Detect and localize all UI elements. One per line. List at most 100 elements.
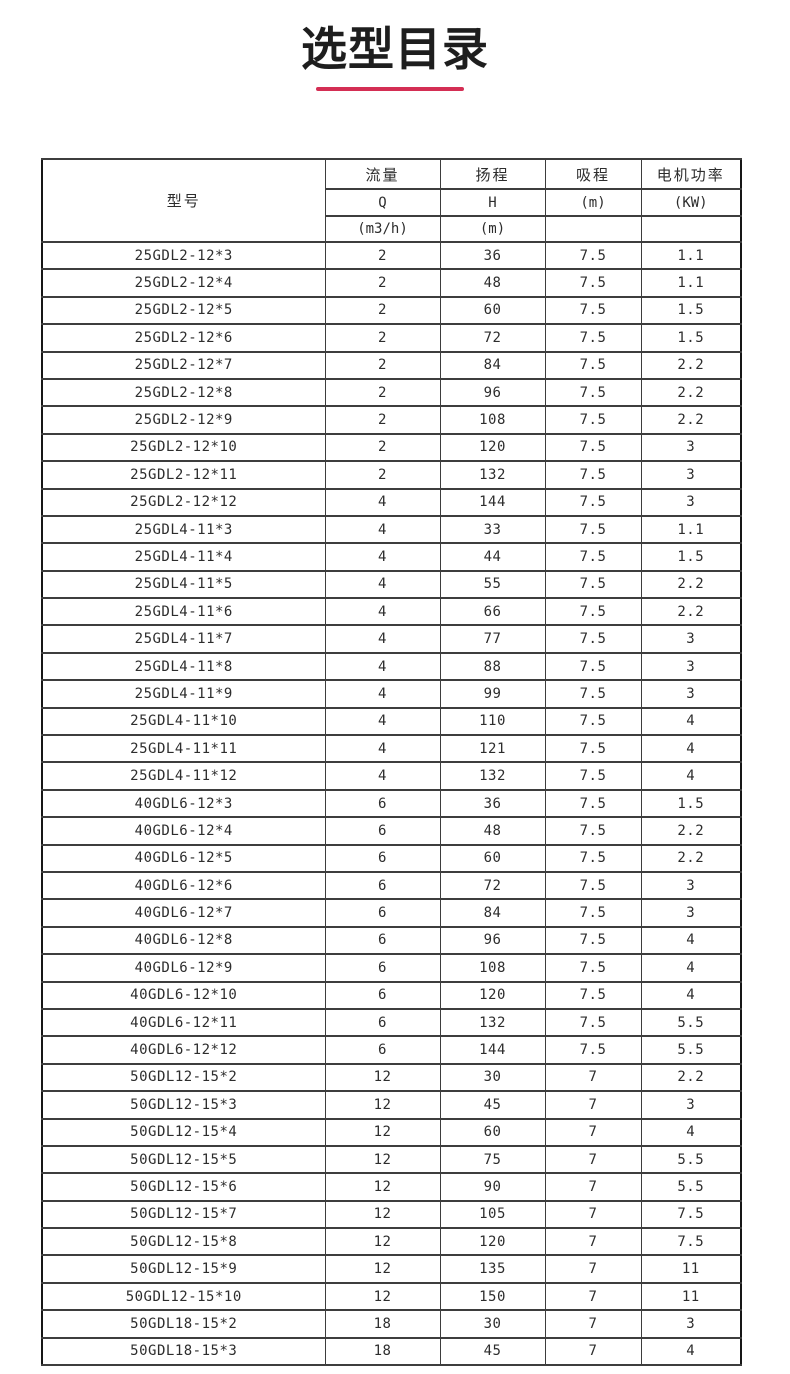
title-underline-rule	[316, 87, 464, 91]
table-row: 25GDL4-11*7 4 77 7.5 3	[41, 624, 742, 654]
cell-power: 5.5	[640, 1035, 742, 1065]
cell-model: 25GDL4-11*11	[41, 734, 326, 764]
head-unit: (m)	[439, 215, 546, 243]
table-row: 40GDL6-12*5 6 60 7.5 2.2	[41, 843, 742, 873]
cell-power: 3	[640, 679, 742, 709]
cell-head: 36	[439, 240, 546, 271]
cell-flow: 4	[324, 624, 441, 654]
cell-power: 2.2	[640, 350, 742, 380]
cell-flow: 6	[324, 1007, 441, 1038]
cell-suction: 7.5	[544, 788, 642, 819]
table-row: 40GDL6-12*3 6 36 7.5 1.5	[41, 788, 742, 819]
table-row: 25GDL2-12*6 2 72 7.5 1.5	[41, 323, 742, 353]
cell-model: 25GDL4-11*8	[41, 651, 326, 682]
cell-flow: 4	[324, 761, 441, 791]
cell-power: 3	[640, 651, 742, 682]
cell-flow: 12	[324, 1117, 441, 1147]
table-row: 25GDL4-11*11 4 121 7.5 4	[41, 734, 742, 764]
cell-head: 108	[439, 953, 546, 983]
cell-head: 72	[439, 870, 546, 901]
cell-head: 144	[439, 1035, 546, 1065]
cell-model: 25GDL2-12*12	[41, 487, 326, 517]
cell-suction: 7.5	[544, 542, 642, 572]
cell-head: 120	[439, 980, 546, 1010]
cell-model: 50GDL12-15*3	[41, 1090, 326, 1120]
cell-model: 25GDL2-12*4	[41, 268, 326, 298]
cell-power: 3	[640, 432, 742, 463]
cell-flow: 18	[324, 1336, 441, 1367]
cell-power: 7.5	[640, 1227, 742, 1257]
cell-flow: 6	[324, 1035, 441, 1065]
cell-flow: 2	[324, 460, 441, 490]
cell-model: 25GDL2-12*8	[41, 377, 326, 408]
table-row: 25GDL2-12*10 2 120 7.5 3	[41, 432, 742, 463]
cell-power: 3	[640, 624, 742, 654]
cell-flow: 2	[324, 377, 441, 408]
cell-power: 4	[640, 1336, 742, 1367]
cell-power: 3	[640, 870, 742, 901]
cell-suction: 7	[544, 1090, 642, 1120]
cell-suction: 7.5	[544, 734, 642, 764]
cell-power: 11	[640, 1281, 742, 1312]
cell-flow: 12	[324, 1172, 441, 1202]
cell-model: 50GDL12-15*10	[41, 1281, 326, 1312]
cell-power: 3	[640, 1090, 742, 1120]
cell-model: 50GDL18-15*2	[41, 1309, 326, 1339]
cell-suction: 7.5	[544, 624, 642, 654]
cell-flow: 12	[324, 1199, 441, 1230]
cell-flow: 2	[324, 350, 441, 380]
table-row: 50GDL12-15*9 12 135 7 11	[41, 1254, 742, 1284]
table-row: 50GDL12-15*6 12 90 7 5.5	[41, 1172, 742, 1202]
cell-head: 108	[439, 405, 546, 435]
table-body: 25GDL2-12*3 2 36 7.5 1.1 25GDL2-12*4 2 4…	[41, 240, 742, 1367]
cell-head: 84	[439, 350, 546, 380]
cell-power: 3	[640, 1309, 742, 1339]
table-row: 25GDL4-11*9 4 99 7.5 3	[41, 679, 742, 709]
cell-model: 40GDL6-12*3	[41, 788, 326, 819]
cell-power: 2.2	[640, 1062, 742, 1093]
cell-power: 2.2	[640, 405, 742, 435]
table-row: 25GDL2-12*7 2 84 7.5 2.2	[41, 350, 742, 380]
cell-head: 72	[439, 323, 546, 353]
power-unit: (KW)	[640, 188, 742, 217]
cell-suction: 7.5	[544, 761, 642, 791]
cell-head: 120	[439, 432, 546, 463]
header-row-names: 型号 流量 扬程 吸程 电机功率	[41, 158, 742, 243]
cell-suction: 7	[544, 1172, 642, 1202]
cell-head: 110	[439, 706, 546, 737]
cell-flow: 4	[324, 679, 441, 709]
cell-power: 1.1	[640, 240, 742, 271]
cell-flow: 2	[324, 323, 441, 353]
table-row: 40GDL6-12*6 6 72 7.5 3	[41, 870, 742, 901]
cell-model: 50GDL12-15*2	[41, 1062, 326, 1093]
cell-head: 132	[439, 1007, 546, 1038]
cell-model: 40GDL6-12*9	[41, 953, 326, 983]
cell-power: 4	[640, 706, 742, 737]
cell-model: 50GDL12-15*8	[41, 1227, 326, 1257]
column-header-model: 型号	[41, 158, 326, 243]
cell-suction: 7.5	[544, 898, 642, 928]
cell-model: 25GDL4-11*5	[41, 569, 326, 600]
cell-suction: 7.5	[544, 487, 642, 517]
cell-head: 144	[439, 487, 546, 517]
cell-flow: 6	[324, 870, 441, 901]
cell-flow: 4	[324, 487, 441, 517]
cell-suction: 7	[544, 1309, 642, 1339]
cell-model: 25GDL2-12*11	[41, 460, 326, 490]
cell-suction: 7	[544, 1062, 642, 1093]
cell-power: 1.5	[640, 295, 742, 326]
table-row: 50GDL12-15*10 12 150 7 11	[41, 1281, 742, 1312]
cell-head: 45	[439, 1090, 546, 1120]
cell-suction: 7.5	[544, 679, 642, 709]
table-row: 25GDL2-12*9 2 108 7.5 2.2	[41, 405, 742, 435]
cell-head: 120	[439, 1227, 546, 1257]
cell-suction: 7	[544, 1144, 642, 1175]
cell-power: 4	[640, 925, 742, 956]
cell-flow: 6	[324, 980, 441, 1010]
table-row: 25GDL4-11*5 4 55 7.5 2.2	[41, 569, 742, 600]
cell-flow: 4	[324, 514, 441, 545]
cell-power: 11	[640, 1254, 742, 1284]
cell-flow: 2	[324, 405, 441, 435]
cell-model: 25GDL4-11*10	[41, 706, 326, 737]
cell-model: 25GDL2-12*5	[41, 295, 326, 326]
